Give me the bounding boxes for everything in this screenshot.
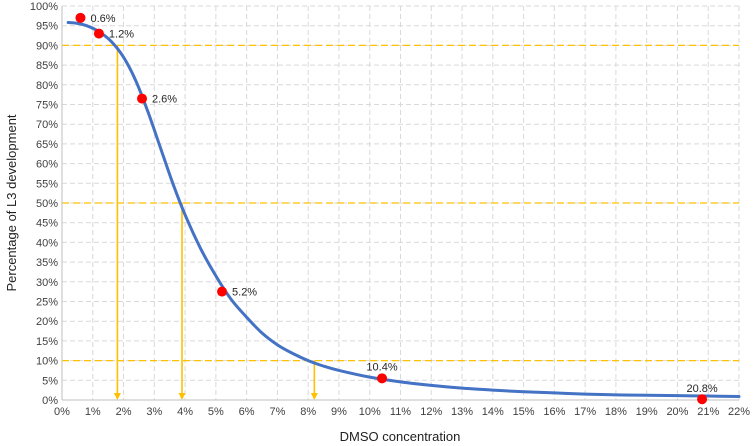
series-line: [66, 21, 741, 398]
x-axis-title: DMSO concentration: [340, 429, 461, 444]
x-tick-label: 20%: [666, 406, 688, 418]
y-tick-label: 60%: [36, 159, 58, 171]
y-tick-label: 0%: [42, 395, 58, 407]
y-tick-label: 85%: [36, 60, 58, 72]
y-tick-label: 15%: [36, 336, 58, 348]
reference-arrowhead: [113, 393, 121, 400]
y-tick-label: 20%: [36, 316, 58, 328]
x-tick-label: 8%: [300, 406, 316, 418]
x-tick-label: 22%: [728, 406, 750, 418]
point-label: 10.4%: [366, 361, 397, 373]
x-tick-label: 1%: [85, 406, 101, 418]
x-tick-label: 9%: [331, 406, 347, 418]
x-tick-label: 12%: [420, 406, 442, 418]
point-label: 1.2%: [109, 29, 134, 41]
y-tick-label: 100%: [30, 1, 58, 13]
x-tick-label: 21%: [697, 406, 719, 418]
series: [66, 12, 741, 405]
x-tick-label: 4%: [177, 406, 193, 418]
x-tick-label: 2%: [116, 406, 132, 418]
reference-arrowhead: [178, 393, 186, 400]
y-tick-label: 75%: [36, 100, 58, 112]
reference-lines: [62, 44, 739, 400]
y-tick-label: 80%: [36, 80, 58, 92]
x-tick-label: 19%: [636, 406, 658, 418]
y-tick-label: 45%: [36, 218, 58, 230]
x-tick-label: 18%: [605, 406, 627, 418]
x-tick-label: 3%: [146, 406, 162, 418]
y-tick-label: 5%: [42, 375, 58, 387]
x-tick-label: 13%: [451, 406, 473, 418]
y-tick-label: 70%: [36, 119, 58, 131]
point-label: 0.6%: [90, 13, 115, 25]
y-tick-label: 90%: [36, 40, 58, 52]
y-tick-label: 30%: [36, 277, 58, 289]
point-label: 2.6%: [152, 94, 177, 106]
data-point: [93, 28, 104, 39]
x-tick-label: 0%: [54, 406, 70, 418]
y-tick-label: 50%: [36, 198, 58, 210]
x-tick-label: 14%: [482, 406, 504, 418]
data-point: [75, 12, 86, 23]
point-labels: 0.6% 1.2% 2.6% 5.2% 10.4% 20.8%: [90, 13, 717, 395]
y-axis-title: Percentage of L3 development: [4, 114, 19, 291]
point-label: 5.2%: [232, 287, 257, 299]
y-tick-label: 35%: [36, 257, 58, 269]
data-point: [697, 394, 708, 405]
x-tick-label: 16%: [543, 406, 565, 418]
reference-arrowhead: [310, 393, 318, 400]
point-label: 20.8%: [686, 383, 717, 395]
y-tick-label: 25%: [36, 297, 58, 309]
data-point: [217, 286, 228, 297]
y-tick-label: 95%: [36, 21, 58, 33]
y-tick-label: 10%: [36, 356, 58, 368]
x-tick-label: 17%: [574, 406, 596, 418]
x-tick-label: 11%: [390, 406, 411, 418]
y-tick-label: 55%: [36, 178, 58, 190]
axes: 0% 1% 2% 3% 4% 5% 6% 7% 8% 9% 10% 11% 12% 13% 14% 15% 16…: [30, 1, 750, 418]
x-tick-label: 15%: [513, 406, 535, 418]
x-tick-label: 10%: [359, 406, 381, 418]
x-tick-label: 7%: [269, 406, 285, 418]
x-tick-label: 5%: [208, 406, 224, 418]
data-point: [137, 93, 148, 104]
data-point: [377, 373, 388, 384]
y-tick-label: 40%: [36, 237, 58, 249]
y-tick-label: 65%: [36, 139, 58, 151]
x-tick-label: 6%: [239, 406, 255, 418]
